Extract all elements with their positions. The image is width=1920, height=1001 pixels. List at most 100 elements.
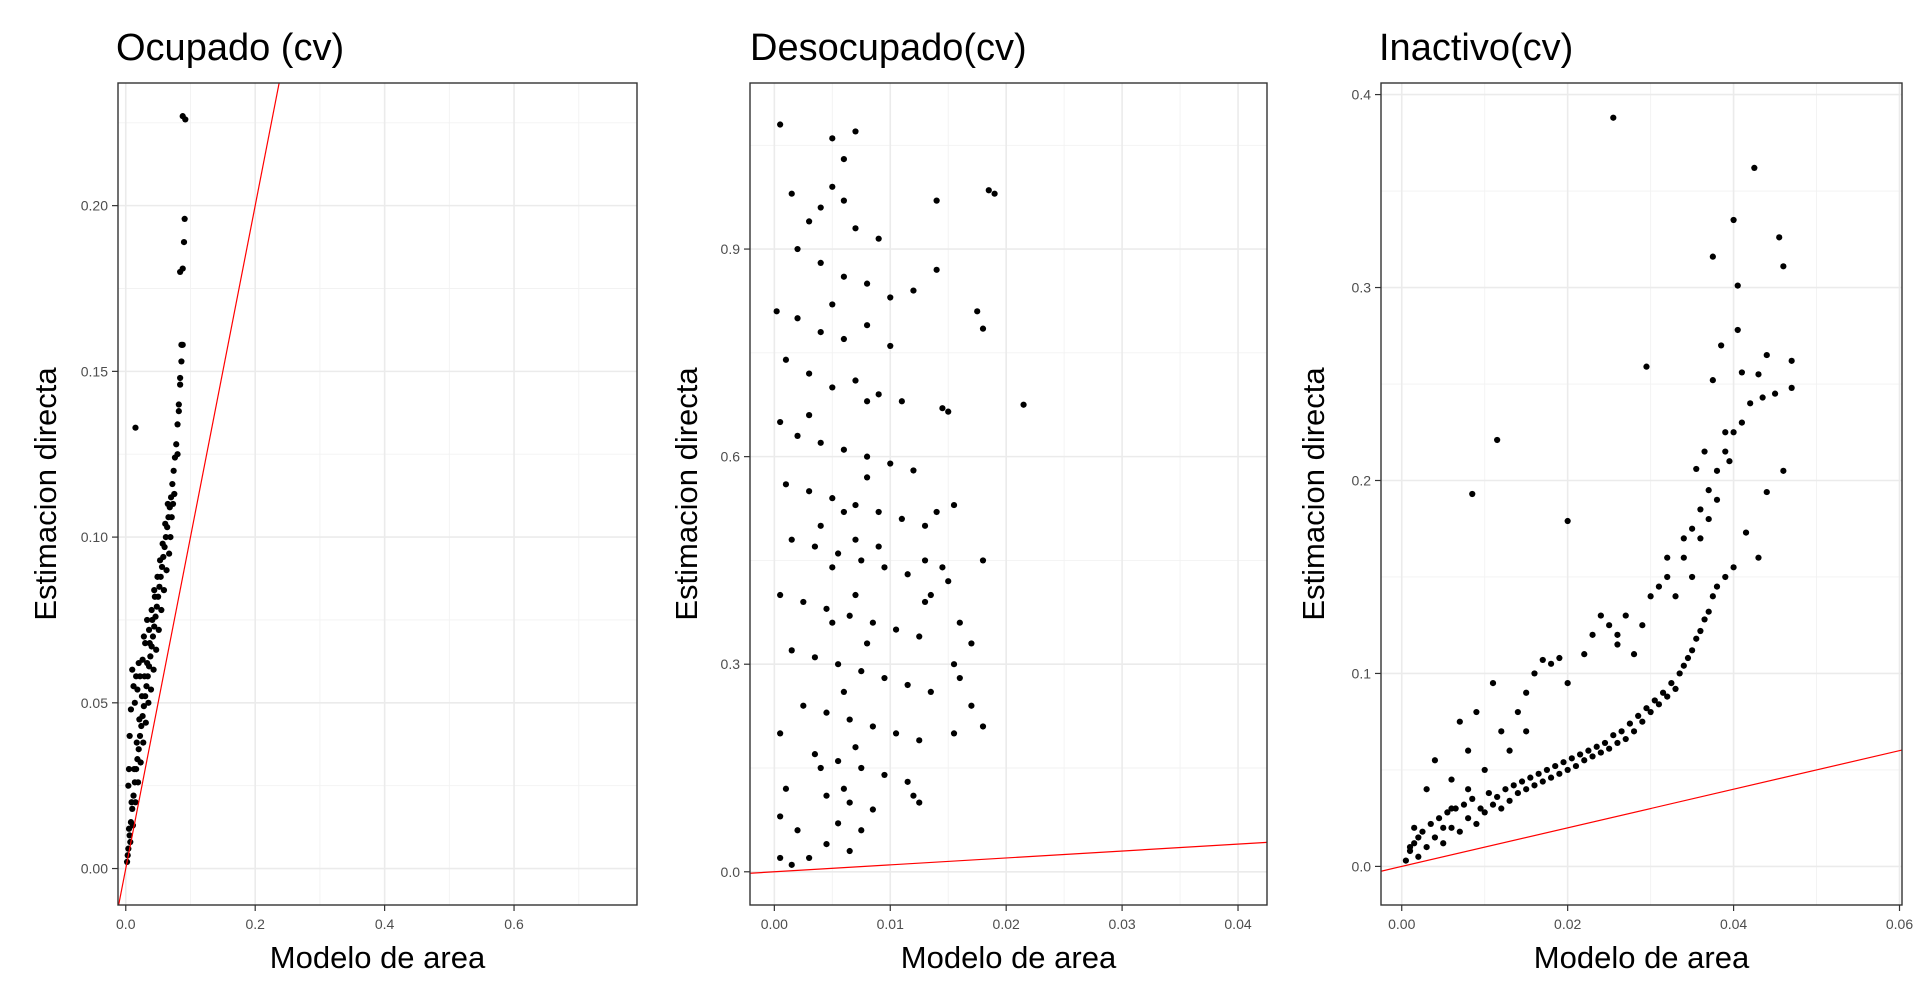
- data-point: [794, 315, 801, 322]
- data-point: [1502, 786, 1509, 793]
- data-point: [1680, 662, 1687, 669]
- data-point: [180, 238, 188, 246]
- data-point: [1543, 766, 1551, 774]
- data-point: [126, 732, 133, 740]
- data-point: [852, 377, 859, 384]
- data-point: [133, 739, 140, 746]
- data-point: [1676, 670, 1683, 677]
- data-point: [1481, 809, 1488, 816]
- data-point: [968, 702, 975, 709]
- panel-title: Inactivo(cv): [1379, 27, 1573, 69]
- data-point: [168, 514, 175, 521]
- data-point: [1776, 234, 1783, 241]
- data-point: [151, 593, 158, 600]
- data-point: [142, 640, 149, 647]
- data-point: [858, 668, 865, 675]
- data-point: [1523, 689, 1530, 696]
- data-point: [910, 467, 917, 474]
- data-point: [869, 723, 876, 730]
- data-point: [145, 626, 153, 633]
- data-point: [1465, 815, 1472, 822]
- data-point: [1423, 844, 1430, 851]
- data-point: [1709, 377, 1716, 384]
- data-point: [875, 543, 882, 550]
- data-point: [1423, 786, 1430, 793]
- x-tick-label: 0.2: [245, 916, 265, 932]
- data-point: [1713, 467, 1721, 474]
- data-point: [1689, 573, 1696, 581]
- data-point: [1680, 535, 1687, 542]
- data-point: [945, 578, 952, 585]
- data-point: [167, 533, 174, 541]
- panel-title: Desocupado(cv): [750, 27, 1027, 69]
- data-point: [1726, 458, 1733, 465]
- data-point: [1780, 263, 1787, 270]
- data-point: [869, 806, 876, 813]
- data-point: [1577, 751, 1584, 758]
- data-point: [863, 640, 871, 647]
- data-point: [164, 500, 171, 508]
- data-point: [1597, 749, 1604, 756]
- data-point: [945, 408, 952, 415]
- data-point: [846, 612, 853, 619]
- data-point: [806, 412, 813, 419]
- data-point: [151, 587, 158, 594]
- data-point: [777, 730, 784, 737]
- data-point: [858, 764, 865, 772]
- panel-1: 0.0 0.2 0.4 0.6 0.00 0.05 0.10 0.15 0.20 Ocupado …: [28, 27, 638, 975]
- data-point: [1427, 820, 1434, 828]
- data-point: [169, 500, 177, 508]
- data-point: [1705, 608, 1712, 615]
- data-point: [863, 398, 871, 405]
- data-point: [178, 341, 185, 348]
- y-axis-title: Estimacion directa: [669, 367, 704, 621]
- data-point: [1647, 593, 1654, 600]
- data-point: [840, 156, 847, 163]
- data-point: [1481, 766, 1488, 774]
- data-point: [1494, 436, 1501, 444]
- data-point: [1763, 488, 1770, 496]
- data-point: [892, 626, 900, 633]
- data-point: [171, 490, 178, 498]
- data-point: [811, 751, 819, 758]
- data-point: [1535, 770, 1542, 777]
- data-point: [1606, 622, 1613, 629]
- panel-3: 0.00 0.02 0.04 0.06 0.0 0.1 0.2 0.3 0.4 Inactivo(…: [1296, 27, 1913, 975]
- data-point: [139, 656, 146, 663]
- data-point: [968, 640, 975, 647]
- data-point: [817, 328, 824, 336]
- panel-title: Ocupado (cv): [116, 27, 344, 69]
- data-point: [1672, 685, 1679, 692]
- data-point: [788, 190, 795, 197]
- data-point: [1415, 834, 1422, 841]
- data-point: [875, 391, 882, 398]
- panel-2: 0.00 0.01 0.02 0.03 0.04 0.0 0.3 0.6 0.9 Desocupa…: [669, 27, 1268, 975]
- data-point: [151, 623, 158, 630]
- data-point: [1722, 429, 1729, 436]
- data-point: [1755, 371, 1762, 378]
- data-point: [131, 766, 138, 773]
- data-point: [1440, 840, 1447, 847]
- data-point: [1705, 487, 1712, 494]
- y-tick-label: 0.0: [1352, 858, 1372, 874]
- data-point: [1614, 641, 1621, 648]
- plot-area: [118, 83, 280, 905]
- reference-line: [750, 841, 1267, 874]
- data-point: [134, 686, 141, 693]
- data-point: [788, 861, 795, 868]
- data-point: [1788, 357, 1795, 364]
- data-point: [1622, 612, 1629, 619]
- data-point: [863, 280, 871, 287]
- y-tick-label: 0.4: [1352, 87, 1372, 103]
- data-point: [1547, 660, 1555, 667]
- data-point: [979, 557, 987, 564]
- data-point: [1635, 712, 1642, 720]
- data-point: [140, 703, 147, 710]
- plot-area: [1381, 114, 1902, 872]
- data-point: [1539, 778, 1546, 785]
- data-point: [950, 730, 958, 737]
- data-point: [852, 225, 859, 232]
- data-point: [817, 439, 824, 446]
- data-point: [147, 653, 154, 660]
- y-tick-label: 0.0: [721, 864, 741, 880]
